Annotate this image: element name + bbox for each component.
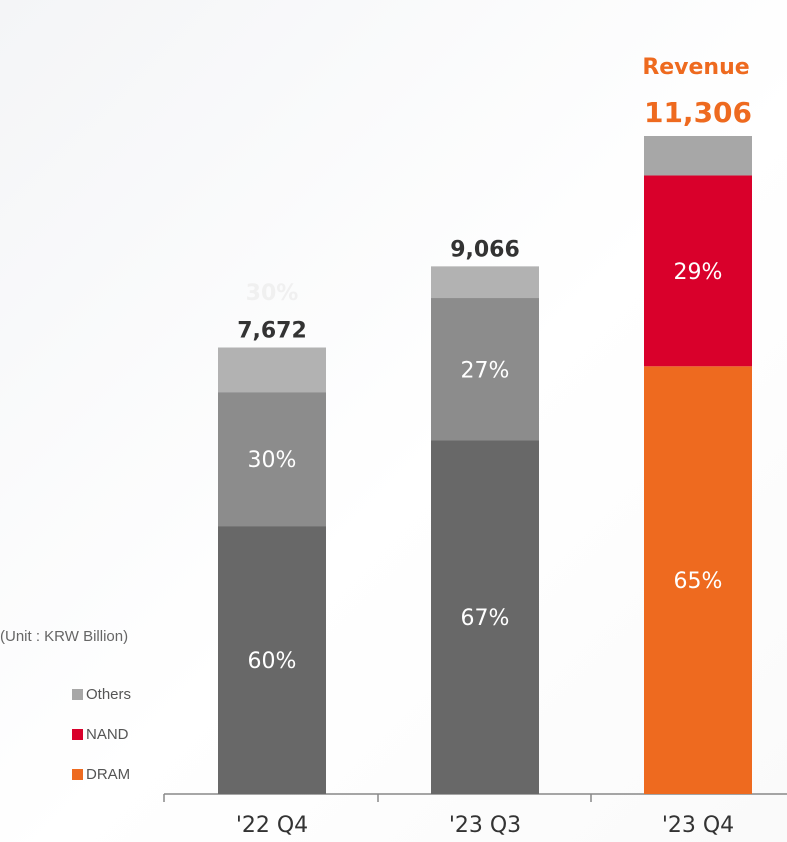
legend-swatch-nand [72, 728, 83, 740]
bar-nand-1 [431, 298, 539, 441]
total-label-2: 11,306 [644, 96, 752, 129]
ghost-label: 30% [246, 281, 299, 306]
unit-label: (Unit : KRW Billion) [0, 628, 129, 645]
legend-item-nand: NAND [72, 724, 131, 744]
legend-label-others: Others [86, 685, 132, 703]
legend-item-others: Others [72, 684, 131, 704]
bar-others-2 [644, 136, 752, 176]
bar-label-nand-0: 30% [248, 448, 297, 473]
bar-label-dram-1: 67% [461, 606, 510, 631]
legend-swatch-dram [72, 768, 83, 780]
total-label-1: 9,066 [450, 237, 520, 262]
category-label-0: '22 Q4 [236, 813, 308, 838]
bar-label-nand-1: 27% [461, 358, 510, 383]
legend-label-dram: DRAM [86, 765, 131, 783]
bar-others-0 [218, 347, 326, 393]
bar-label-nand-2: 29% [674, 260, 723, 285]
category-label-1: '23 Q3 [449, 813, 521, 838]
bar-label-dram-2: 65% [674, 569, 723, 594]
bar-label-dram-0: 60% [248, 649, 297, 674]
total-label-0: 7,672 [237, 318, 307, 343]
revenue-title: Revenue [642, 55, 750, 80]
category-label-2: '23 Q4 [662, 813, 734, 838]
bar-dram-1 [431, 440, 539, 794]
legend-label-nand: NAND [86, 725, 129, 743]
bar-nand-2 [644, 175, 752, 367]
legend-item-dram: DRAM [72, 764, 131, 784]
bar-dram-0 [218, 526, 326, 794]
bar-others-1 [431, 266, 539, 299]
bar-nand-0 [218, 392, 326, 527]
bar-dram-2 [644, 366, 752, 794]
legend-swatch-others [72, 688, 83, 700]
legend: Others NAND DRAM [72, 684, 131, 804]
